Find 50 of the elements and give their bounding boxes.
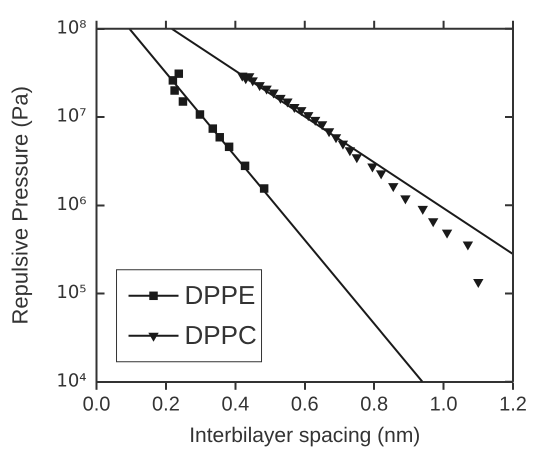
point	[275, 94, 286, 104]
point	[400, 195, 411, 204]
legend-label: DPPE	[184, 280, 256, 310]
point	[330, 134, 342, 144]
point	[240, 162, 250, 170]
point	[418, 206, 428, 215]
point	[376, 170, 386, 180]
point	[174, 69, 184, 78]
point	[367, 164, 378, 173]
point	[442, 230, 452, 239]
point	[196, 110, 204, 119]
point	[224, 142, 234, 152]
point	[168, 76, 178, 85]
point	[215, 133, 224, 142]
x-tick-label: 0.6	[290, 393, 319, 416]
y-tick-label: 10⁵	[56, 282, 87, 304]
point	[303, 112, 314, 122]
x-tick-label: 1.2	[499, 393, 527, 416]
legend-label: DPPC	[184, 320, 257, 350]
x-tick-label: 0.4	[221, 393, 250, 416]
x-tick-label: 0.2	[152, 393, 180, 416]
x-tick-label: 0.8	[360, 393, 388, 416]
point	[268, 89, 279, 98]
point	[324, 128, 334, 138]
y-tick-label: 10⁸	[56, 17, 87, 38]
y-axis-title: Repulsive Pressure (Pa)	[7, 86, 32, 325]
x-axis-title: Interbilayer spacing (nm)	[189, 424, 420, 448]
point	[473, 279, 484, 288]
y-tick-label: 10⁷	[56, 106, 87, 127]
point	[338, 140, 348, 150]
x-tick-label: 0.0	[82, 393, 110, 416]
point	[261, 86, 272, 95]
point	[316, 121, 328, 130]
point	[178, 97, 188, 106]
y-tick-label: 10⁶	[56, 194, 87, 215]
y-tick-label: 10⁴	[56, 370, 87, 392]
point	[388, 183, 398, 192]
point	[296, 107, 306, 116]
point	[289, 104, 300, 113]
point	[428, 218, 438, 228]
point	[462, 241, 474, 250]
point	[344, 147, 356, 156]
point	[170, 86, 179, 95]
point	[260, 184, 268, 193]
point	[352, 154, 362, 164]
point	[254, 82, 265, 92]
point	[208, 124, 218, 133]
x-tick-label: 1.0	[430, 393, 458, 416]
point	[282, 98, 293, 108]
point	[310, 116, 320, 126]
